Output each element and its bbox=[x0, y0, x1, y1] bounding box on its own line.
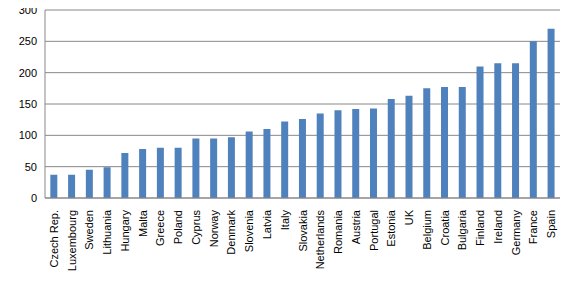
svg-text:Finland: Finland bbox=[474, 210, 486, 246]
svg-text:Italy: Italy bbox=[279, 210, 291, 231]
svg-text:Czech Rep.: Czech Rep. bbox=[48, 210, 60, 267]
svg-text:Ireland: Ireland bbox=[492, 210, 504, 244]
svg-text:150: 150 bbox=[19, 98, 37, 110]
svg-text:Croatia: Croatia bbox=[439, 209, 451, 245]
svg-text:Romania: Romania bbox=[332, 209, 344, 254]
svg-text:Greece: Greece bbox=[154, 210, 166, 246]
svg-text:Sweden: Sweden bbox=[83, 210, 95, 250]
svg-text:Malta: Malta bbox=[137, 209, 149, 237]
svg-text:Portugal: Portugal bbox=[368, 210, 380, 251]
svg-text:France: France bbox=[527, 210, 539, 244]
svg-text:Denmark: Denmark bbox=[225, 210, 237, 255]
svg-text:Estonia: Estonia bbox=[385, 209, 397, 247]
svg-text:0: 0 bbox=[31, 192, 37, 204]
svg-text:Germany: Germany bbox=[510, 210, 522, 256]
svg-text:Latvia: Latvia bbox=[261, 209, 273, 239]
svg-text:200: 200 bbox=[19, 67, 37, 79]
svg-text:Lithuania: Lithuania bbox=[101, 209, 113, 255]
svg-text:Hungary: Hungary bbox=[119, 210, 131, 252]
svg-text:UK: UK bbox=[403, 209, 415, 225]
svg-text:Slovenia: Slovenia bbox=[243, 209, 255, 252]
svg-text:Cyprus: Cyprus bbox=[190, 210, 202, 245]
svg-text:250: 250 bbox=[19, 35, 37, 47]
svg-text:Slovakia: Slovakia bbox=[297, 209, 309, 251]
svg-text:Spain: Spain bbox=[545, 210, 557, 238]
svg-text:50: 50 bbox=[25, 161, 37, 173]
svg-text:300: 300 bbox=[19, 8, 37, 16]
svg-text:Belgium: Belgium bbox=[421, 210, 433, 250]
svg-text:100: 100 bbox=[19, 129, 37, 141]
svg-text:Austria: Austria bbox=[350, 209, 362, 244]
svg-text:Norway: Norway bbox=[208, 210, 220, 248]
svg-text:Bulgaria: Bulgaria bbox=[456, 209, 468, 250]
svg-text:Luxembourg: Luxembourg bbox=[66, 210, 78, 271]
svg-text:Poland: Poland bbox=[172, 210, 184, 244]
svg-text:Netherlands: Netherlands bbox=[314, 210, 326, 270]
